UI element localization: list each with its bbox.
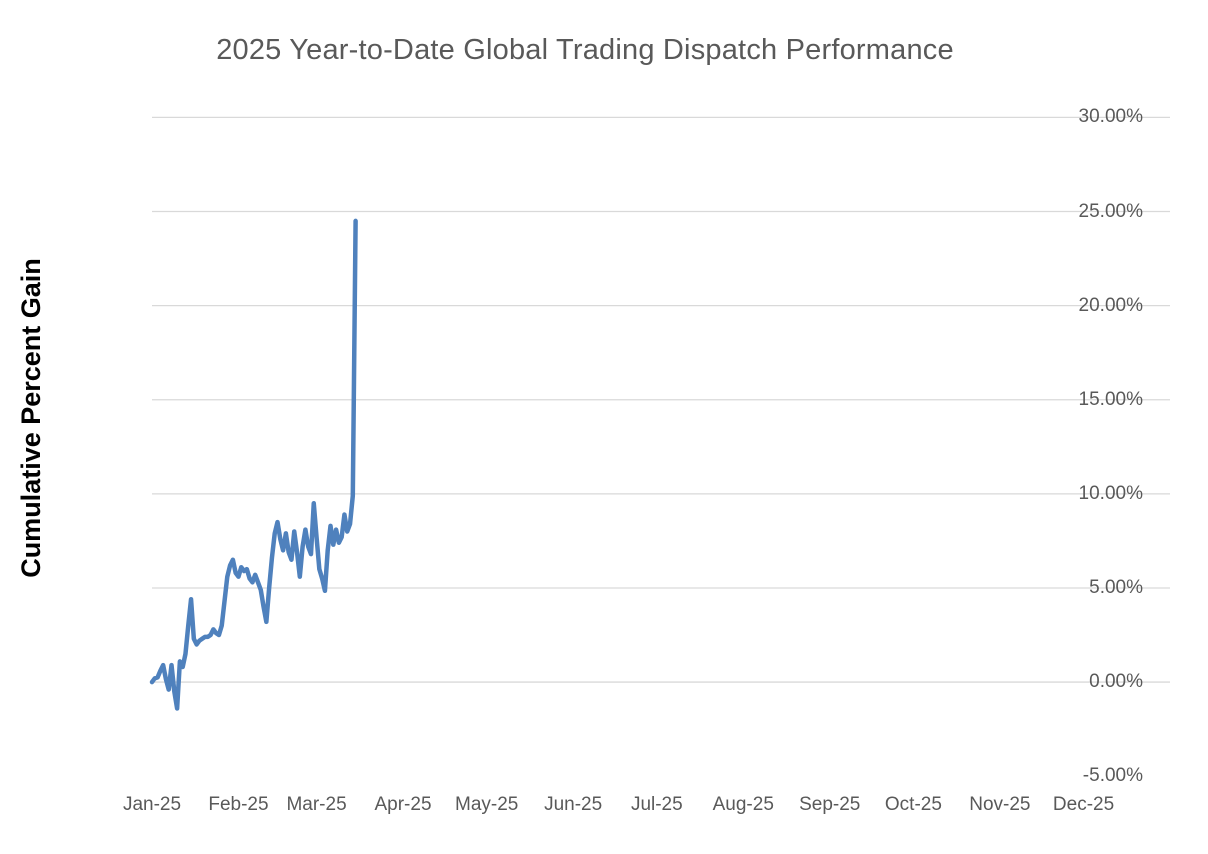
y-tick-label: 20.00%: [1078, 294, 1143, 316]
x-tick-label: Feb-25: [208, 794, 269, 815]
x-tick-label: Aug-25: [712, 794, 774, 815]
y-tick-label: -5.00%: [1082, 765, 1143, 787]
x-tick-label: Jun-25: [544, 794, 603, 815]
x-tick-label: Oct-25: [884, 794, 942, 815]
x-tick-label: Dec-25: [1052, 794, 1115, 815]
y-tick-label: 30.00%: [1078, 106, 1143, 128]
x-tick-label: May-25: [454, 794, 519, 815]
y-tick-label: 10.00%: [1078, 482, 1143, 504]
x-tick-label: Apr-25: [374, 794, 432, 815]
x-tick-label: Nov-25: [969, 794, 1031, 815]
x-tick-label: Jan-25: [122, 794, 182, 815]
x-tick-label: Mar-25: [286, 794, 347, 815]
series-line: [149, 218, 358, 711]
y-tick-label: 25.00%: [1078, 200, 1143, 222]
y-tick-label: 5.00%: [1089, 576, 1143, 598]
y-tick-label: 0.00%: [1089, 671, 1143, 693]
y-tick-label: 15.00%: [1078, 388, 1143, 410]
x-tick-label: Jul-25: [630, 794, 683, 815]
x-tick-label: Sep-25: [799, 794, 861, 815]
chart-title: 2025 Year-to-Date Global Trading Dispatc…: [216, 34, 954, 66]
